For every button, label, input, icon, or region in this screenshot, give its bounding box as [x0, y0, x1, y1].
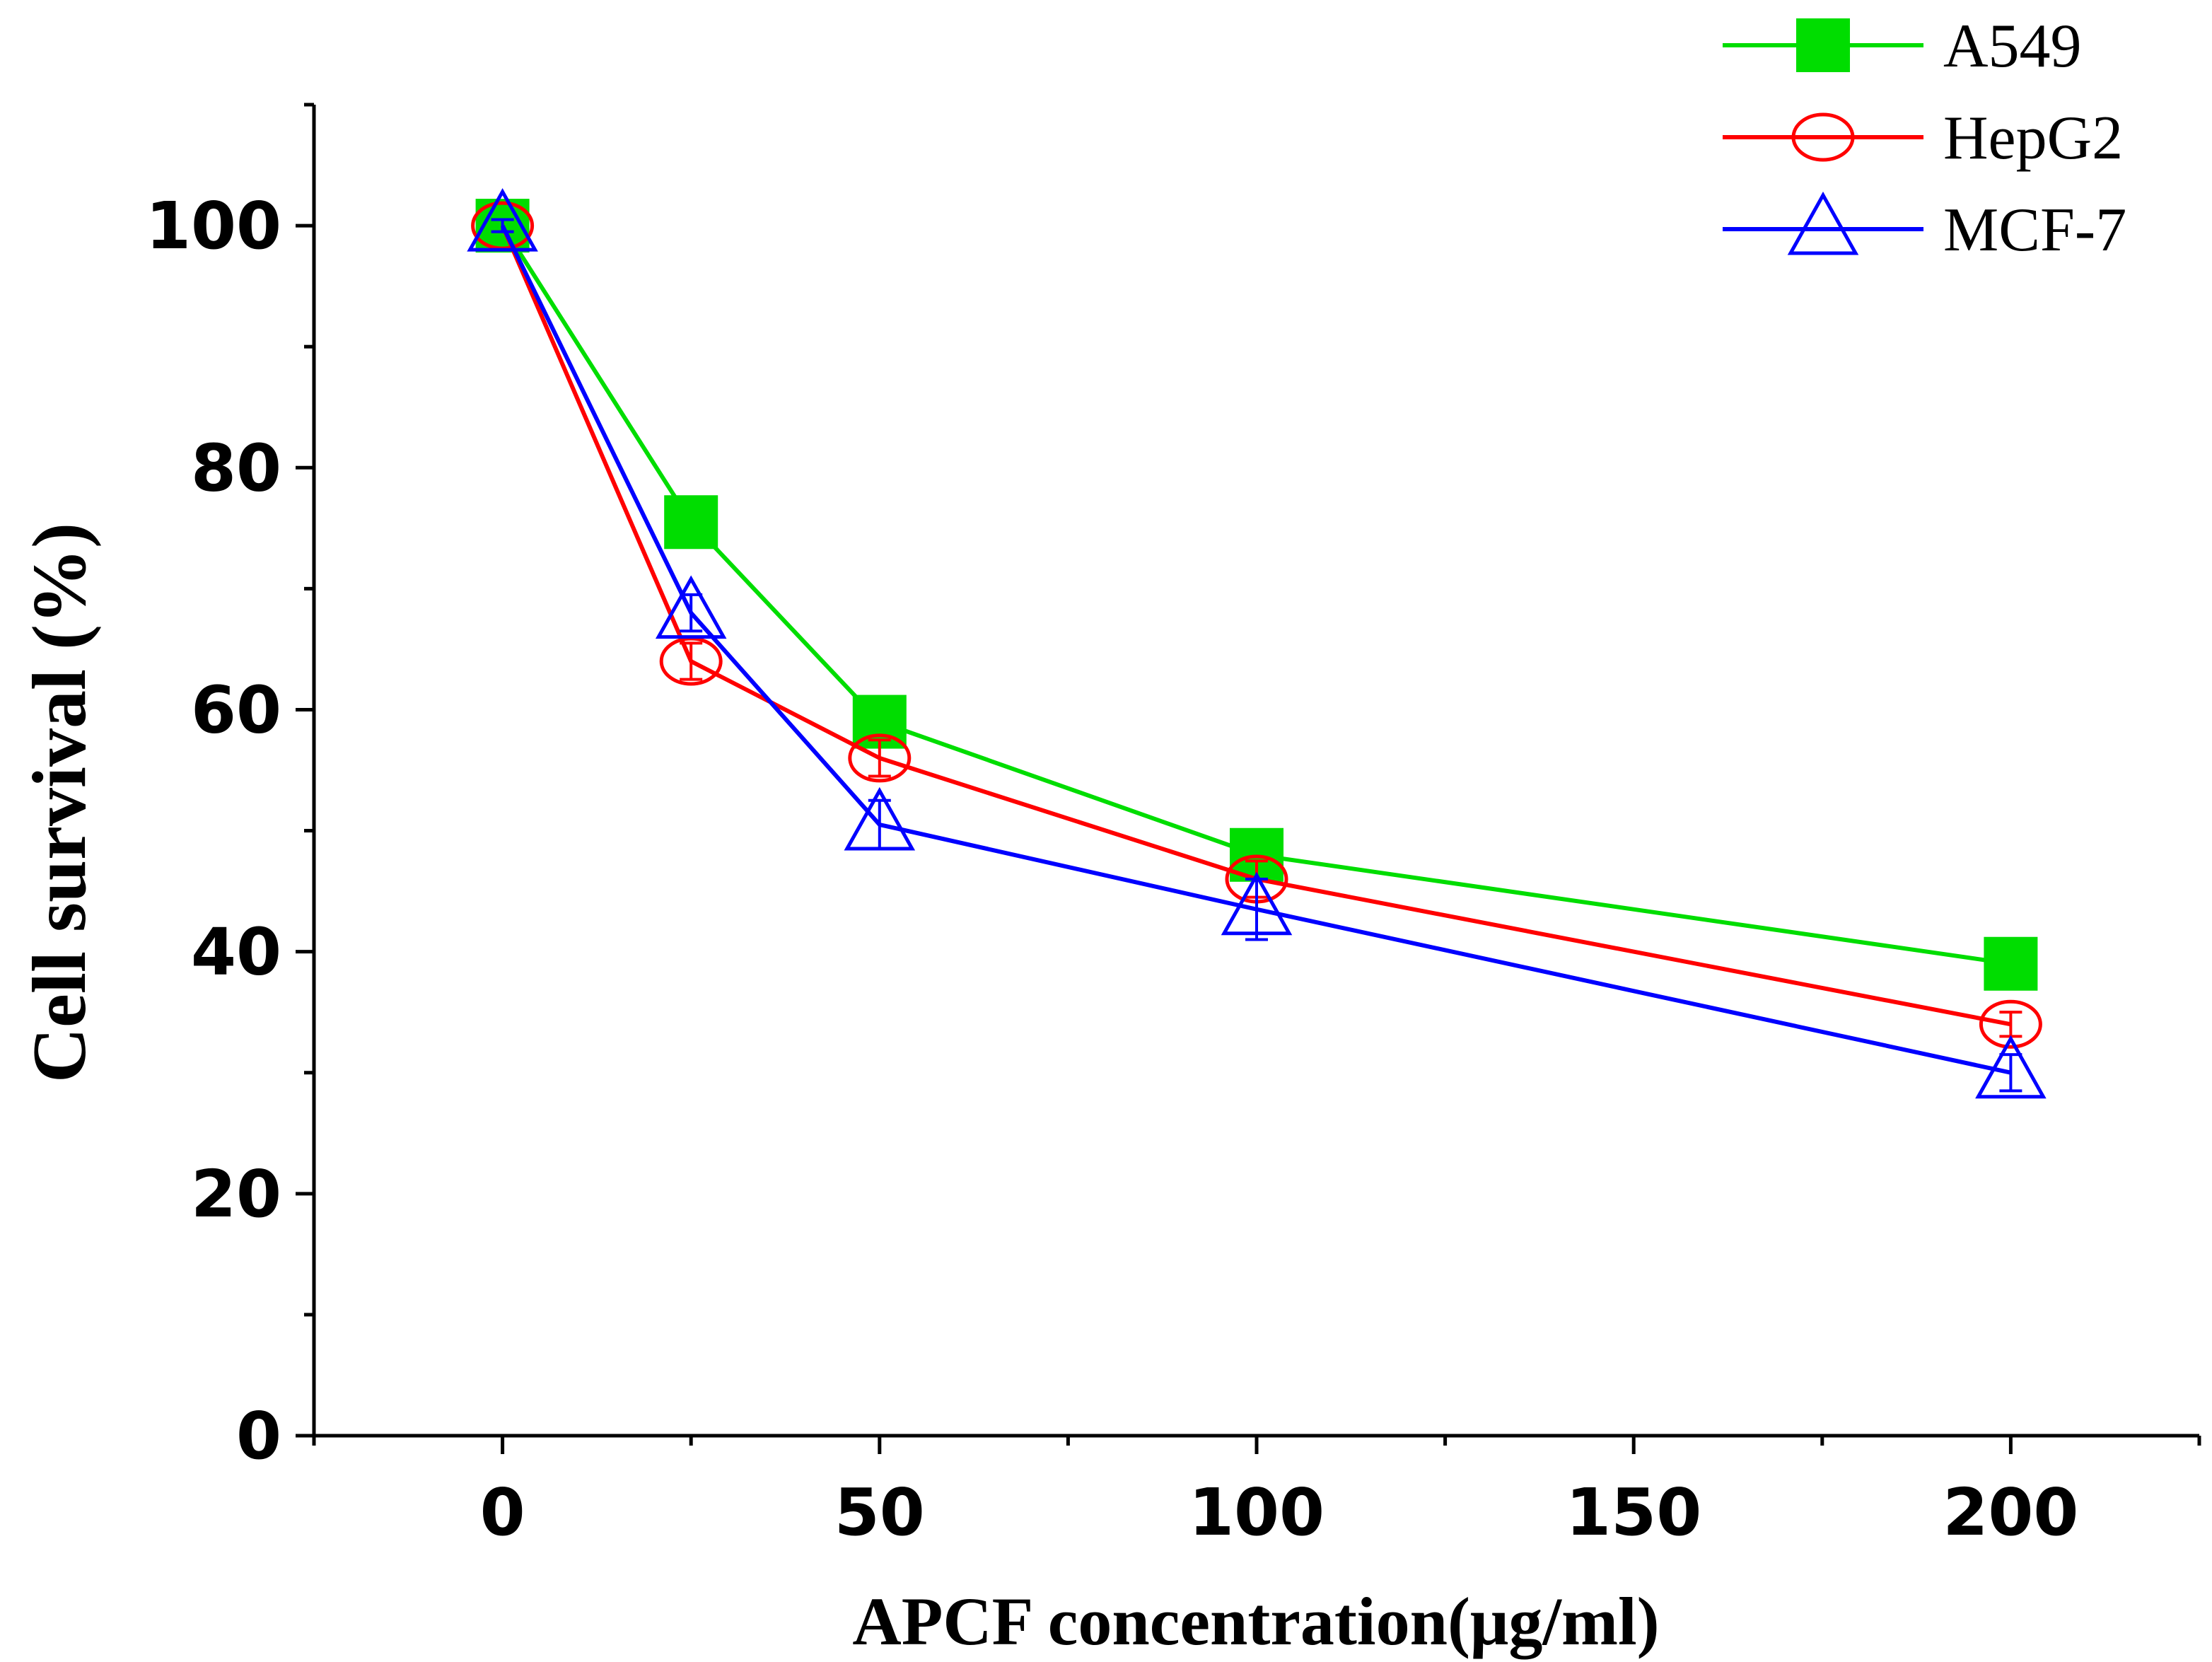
data-point — [1975, 1035, 2047, 1099]
legend-item: MCF-7 — [1723, 191, 2126, 265]
series-mcf-7 — [467, 187, 2047, 1099]
x-axis-title: APCF concentration(μg/ml) — [852, 1583, 1659, 1659]
x-tick-label: 0 — [480, 1475, 525, 1550]
legend-label: MCF-7 — [1943, 196, 2126, 265]
y-tick-label: 0 — [236, 1398, 281, 1474]
x-tick-label: 100 — [1189, 1475, 1325, 1550]
series-line — [500, 224, 2012, 1075]
legend-label: A549 — [1943, 12, 2082, 81]
data-point — [844, 786, 916, 851]
legend: A549 HepG2 MCF-7 — [1723, 12, 2126, 265]
data-point — [1979, 999, 2042, 1049]
legend-label: HepG2 — [1943, 104, 2123, 173]
y-axis-title: Cell survival (%) — [18, 523, 102, 1083]
y-tick-label: 80 — [191, 430, 281, 506]
x-tick-label: 200 — [1943, 1475, 2078, 1550]
data-point — [467, 187, 538, 252]
legend-item: A549 — [1723, 12, 2082, 81]
x-tick-label: 50 — [834, 1475, 925, 1550]
legend-marker — [1796, 18, 1850, 72]
y-tick-label: 100 — [146, 188, 281, 264]
data-point — [1221, 871, 1293, 936]
data-point — [655, 575, 727, 639]
data-point — [848, 733, 912, 783]
legend-marker — [1787, 191, 1859, 255]
data-point — [1984, 936, 2038, 991]
axes: 0 20 40 60 80 100 0 50 100 150 200 — [146, 103, 2201, 1550]
y-tick-label: 60 — [191, 672, 281, 748]
y-tick-label: 40 — [191, 914, 281, 990]
data-point — [664, 495, 718, 550]
legend-item: HepG2 — [1723, 104, 2123, 173]
y-tick-label: 20 — [191, 1156, 281, 1232]
legend-marker — [1791, 112, 1855, 162]
x-tick-label: 150 — [1566, 1475, 1701, 1550]
series-group — [467, 187, 2047, 1099]
